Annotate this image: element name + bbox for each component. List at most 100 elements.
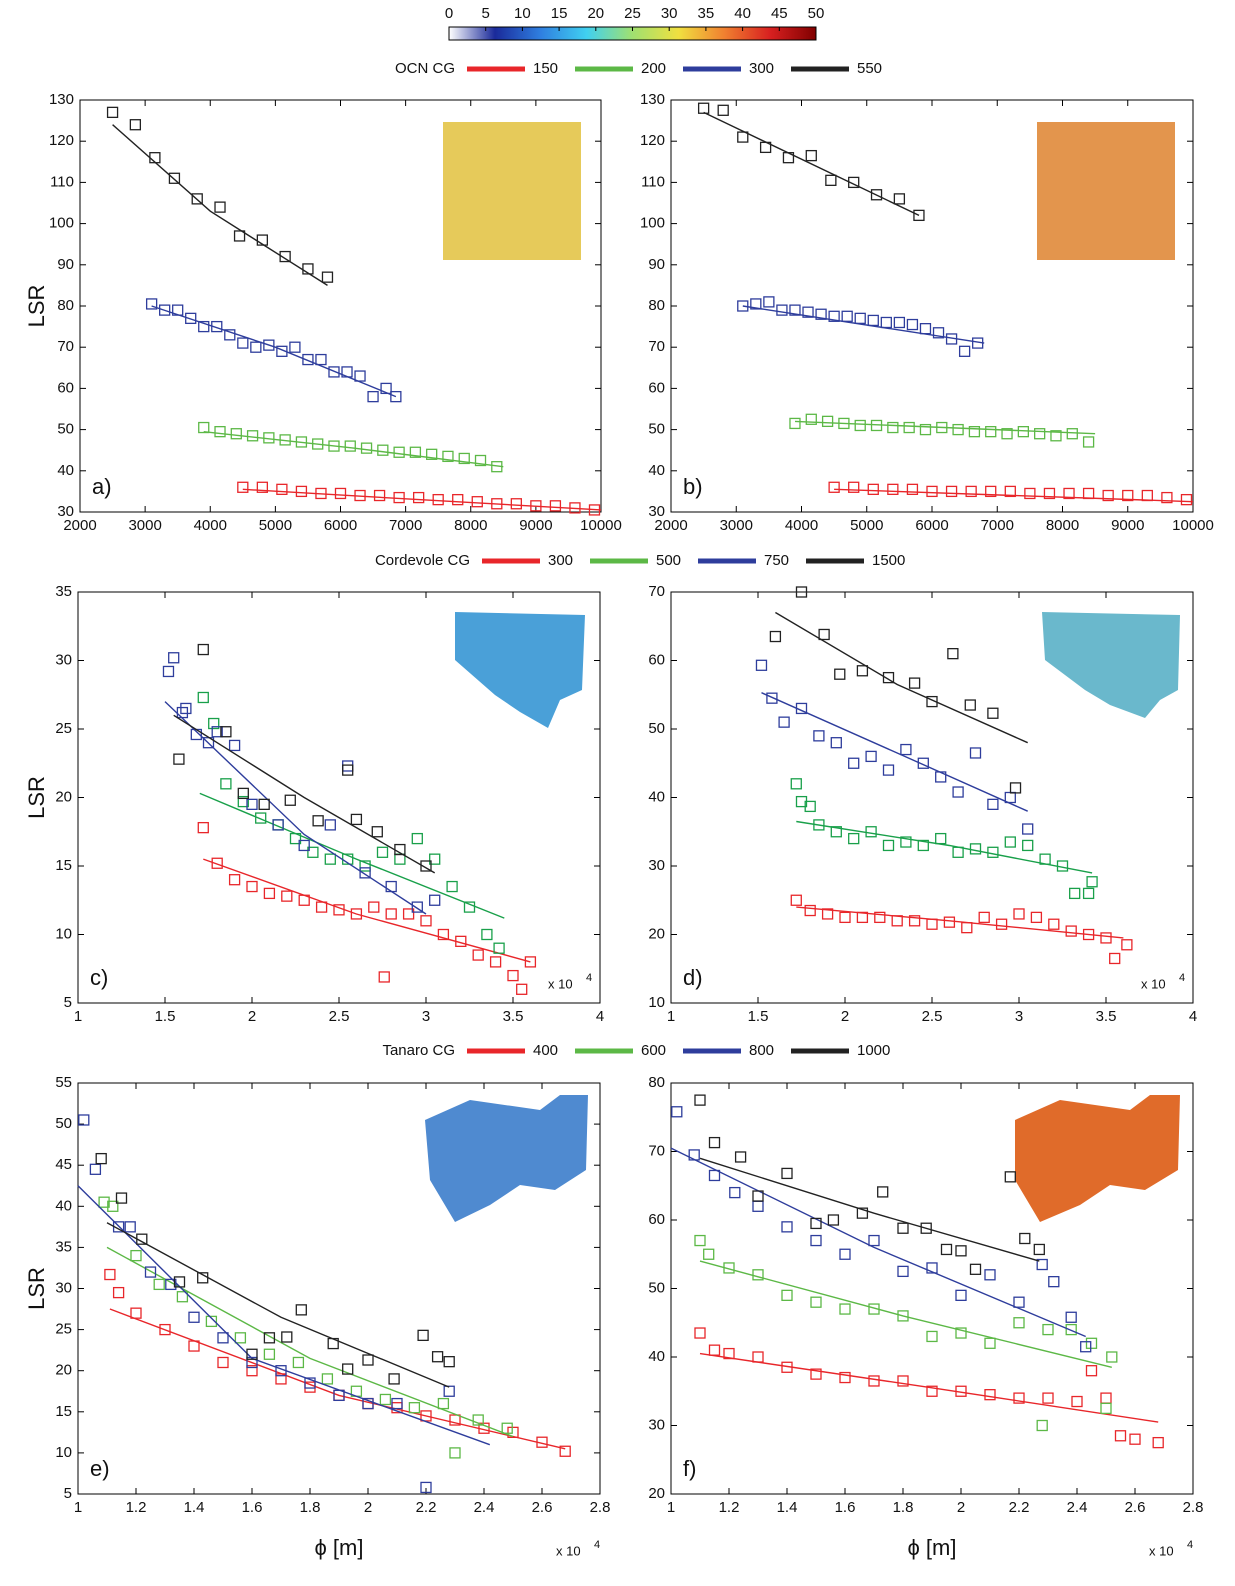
point: [865, 826, 877, 838]
point: [237, 481, 249, 493]
point: [903, 421, 915, 434]
point: [362, 1354, 374, 1366]
x-tick-label: 3.5: [1096, 1008, 1117, 1025]
point: [908, 677, 921, 689]
point: [752, 1351, 764, 1363]
fit-line: [699, 1352, 1159, 1423]
colorbar-tick-label: 20: [587, 5, 604, 22]
legend-label: 500: [656, 552, 681, 569]
point: [1034, 428, 1046, 440]
x-tick-label: 6000: [915, 517, 948, 534]
point: [987, 707, 999, 719]
point: [752, 1200, 764, 1212]
point: [168, 652, 180, 664]
point: [559, 1445, 571, 1457]
legend-label: 550: [857, 60, 882, 77]
y-tick-label: 110: [641, 173, 665, 190]
point: [1048, 918, 1060, 930]
y-tick-label: 30: [648, 503, 665, 520]
point: [1114, 1430, 1127, 1442]
point: [149, 152, 161, 164]
x-multiplier: x 10: [556, 1543, 581, 1558]
x-tick-label: 2: [248, 1008, 256, 1025]
point: [220, 778, 232, 790]
point: [391, 1397, 403, 1410]
point: [237, 787, 249, 800]
x-tick-label: 1.8: [893, 1499, 914, 1516]
point: [328, 366, 340, 378]
point: [703, 1248, 715, 1260]
panel-label: f): [683, 1456, 696, 1481]
y-tick-label: 110: [50, 173, 74, 190]
point: [106, 106, 119, 119]
point: [289, 341, 301, 353]
point: [168, 172, 181, 184]
fit-line: [796, 906, 1124, 939]
fit-line: [775, 611, 1028, 744]
point: [969, 747, 982, 759]
y-tick-label: 60: [648, 1211, 665, 1228]
point: [211, 726, 223, 738]
x-tick-label: 5000: [850, 517, 883, 534]
point: [1017, 426, 1029, 438]
point: [900, 743, 912, 756]
point: [411, 901, 423, 913]
x-tick-label: 1: [667, 1499, 675, 1516]
x-tick-label: 2.4: [1067, 1499, 1088, 1516]
x-multiplier-power: 4: [594, 1539, 600, 1551]
x-tick-label: 3: [422, 1008, 430, 1025]
point: [342, 1363, 354, 1375]
colorbar-tick-label: 40: [734, 5, 751, 22]
fit-line: [699, 1260, 1112, 1368]
y-tick-label: 80: [648, 1074, 665, 1091]
point: [124, 1221, 136, 1233]
point: [230, 428, 242, 440]
y-tick-label: 55: [55, 1074, 72, 1091]
colorbar-tick-label: 50: [808, 5, 825, 22]
colorbar-tick-label: 10: [514, 5, 531, 22]
point: [390, 390, 402, 403]
point: [1152, 1436, 1164, 1449]
point: [932, 327, 945, 339]
fit-line: [203, 858, 531, 963]
point: [827, 1214, 840, 1226]
fit-line: [106, 1222, 450, 1388]
point: [897, 1310, 909, 1322]
point: [162, 665, 175, 678]
point: [1085, 1337, 1098, 1349]
point: [295, 485, 308, 498]
point: [78, 1114, 90, 1126]
point: [919, 423, 932, 436]
point: [359, 860, 371, 872]
point: [354, 370, 366, 382]
y-tick-label: 130: [640, 91, 665, 108]
point: [493, 942, 505, 954]
point: [237, 795, 249, 808]
y-tick-label: 30: [648, 857, 665, 874]
y-tick-label: 45: [55, 1156, 72, 1173]
point: [263, 887, 276, 900]
point: [848, 832, 860, 845]
x-tick-label: 7000: [389, 517, 422, 534]
point: [1141, 489, 1153, 502]
point: [385, 880, 397, 893]
point: [295, 1304, 307, 1316]
point: [284, 794, 296, 806]
point: [891, 915, 903, 927]
y-tick-label: 50: [55, 1115, 72, 1132]
point: [830, 737, 842, 749]
point: [1080, 1341, 1092, 1353]
point: [510, 498, 522, 510]
point: [778, 716, 790, 728]
point: [766, 692, 778, 704]
point: [1009, 782, 1022, 794]
x-tick-label: 3000: [720, 517, 753, 534]
point: [776, 304, 788, 316]
point: [968, 426, 981, 438]
y-tick-label: 100: [640, 215, 665, 232]
fit-line: [794, 420, 1096, 435]
point: [1013, 1317, 1025, 1329]
point: [1019, 1232, 1031, 1245]
point: [834, 668, 846, 680]
point: [737, 131, 749, 143]
